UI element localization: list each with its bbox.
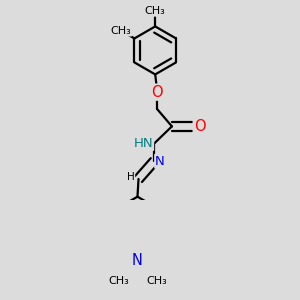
Text: CH₃: CH₃ <box>146 276 166 286</box>
Text: HN: HN <box>134 137 153 150</box>
Text: CH₃: CH₃ <box>145 6 166 16</box>
Text: CH₃: CH₃ <box>108 276 129 286</box>
Text: N: N <box>155 155 165 168</box>
Text: H: H <box>127 172 134 182</box>
Text: CH₃: CH₃ <box>110 26 131 36</box>
Text: O: O <box>194 119 206 134</box>
Text: O: O <box>152 85 163 100</box>
Text: N: N <box>132 253 143 268</box>
